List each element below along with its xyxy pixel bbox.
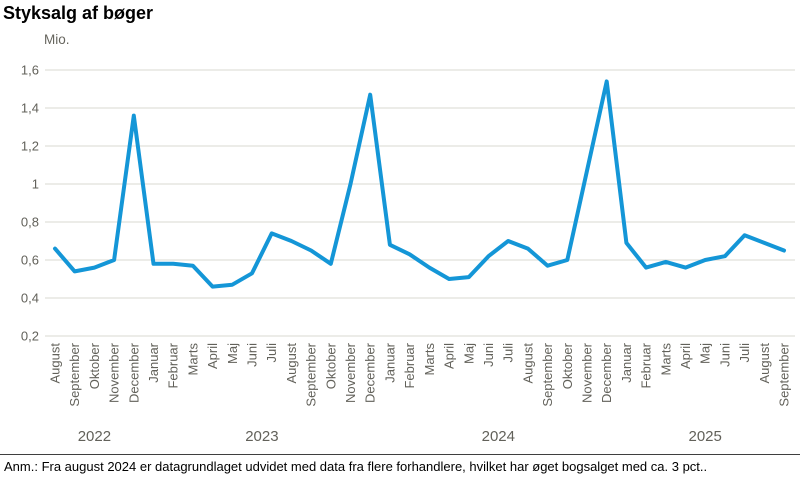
x-tick-month-label: August [757,343,772,384]
x-tick-month-label: November [107,342,122,403]
gridlines [45,69,795,337]
x-axis-year-labels: 2022 2023 2024 2025 [78,428,722,445]
y-tick-label: 0,4 [21,291,39,306]
x-tick-month-label: August [520,343,535,384]
x-tick-month-label: April [442,343,457,369]
x-tick-month-label: Marts [422,343,437,376]
x-tick-month-label: Februar [402,342,417,388]
x-tick-month-label: December [126,342,141,403]
sales-line-series [53,79,786,289]
footnote: Anm.: Fra august 2024 er datagrundlaget … [0,454,800,477]
x-tick-month-label: Oktober [87,342,102,389]
x-tick-month-label: Januar [619,342,634,382]
y-tick-label: 1,6 [21,63,39,78]
x-tick-month-label: November [580,342,595,403]
x-tick-month-label: Oktober [323,342,338,389]
x-tick-month-label: Juni [481,343,496,367]
x-tick-month-label: Marts [185,343,200,376]
x-tick-month-label: Oktober [560,342,575,389]
x-tick-month-label: December [363,342,378,403]
x-tick-month-label: August [48,343,63,384]
x-tick-month-label: November [343,342,358,403]
x-tick-year-label: 2025 [689,428,722,445]
x-tick-month-label: August [284,343,299,384]
x-tick-month-label: Juli [737,343,752,363]
x-tick-month-label: Februar [639,342,654,388]
x-tick-month-label: September [67,342,82,406]
x-tick-month-label: September [777,342,792,406]
x-tick-month-label: Juli [501,343,516,363]
y-axis-unit-label: Mio. [44,32,70,47]
line-chart: 0,2 0,4 0,6 0,8 1 1,2 1,4 1,6 August September Okt… [21,63,795,445]
y-tick-label: 1,2 [21,139,39,154]
x-tick-month-label: Juni [245,343,260,367]
y-axis-tick-labels: 0,2 0,4 0,6 0,8 1 1,2 1,4 1,6 [21,63,39,344]
x-tick-month-label: Maj [698,343,713,364]
y-tick-label: 0,2 [21,329,39,344]
x-tick-month-label: Marts [658,343,673,376]
x-tick-month-label: Januar [382,342,397,382]
y-tick-label: 0,8 [21,215,39,230]
x-tick-month-label: Juni [717,343,732,367]
x-tick-month-label: April [205,343,220,369]
x-tick-month-label: December [599,342,614,403]
x-tick-month-label: April [678,343,693,369]
x-tick-month-label: Maj [461,343,476,364]
y-tick-label: 0,6 [21,253,39,268]
y-tick-label: 1,4 [21,101,39,116]
x-tick-month-label: September [304,342,319,406]
x-tick-year-label: 2022 [78,428,111,445]
x-tick-month-label: Februar [166,342,181,388]
x-tick-month-label: Januar [146,342,161,382]
x-tick-month-label: Maj [225,343,240,364]
x-axis-month-labels: August September Oktober November December Ja… [48,342,792,406]
x-tick-month-label: Juli [264,343,279,363]
chart-title: Styksalg af bøger [3,3,154,23]
x-tick-month-label: September [540,342,555,406]
x-tick-year-label: 2023 [245,428,278,445]
y-tick-label: 1 [32,177,39,192]
x-tick-year-label: 2024 [482,428,515,445]
